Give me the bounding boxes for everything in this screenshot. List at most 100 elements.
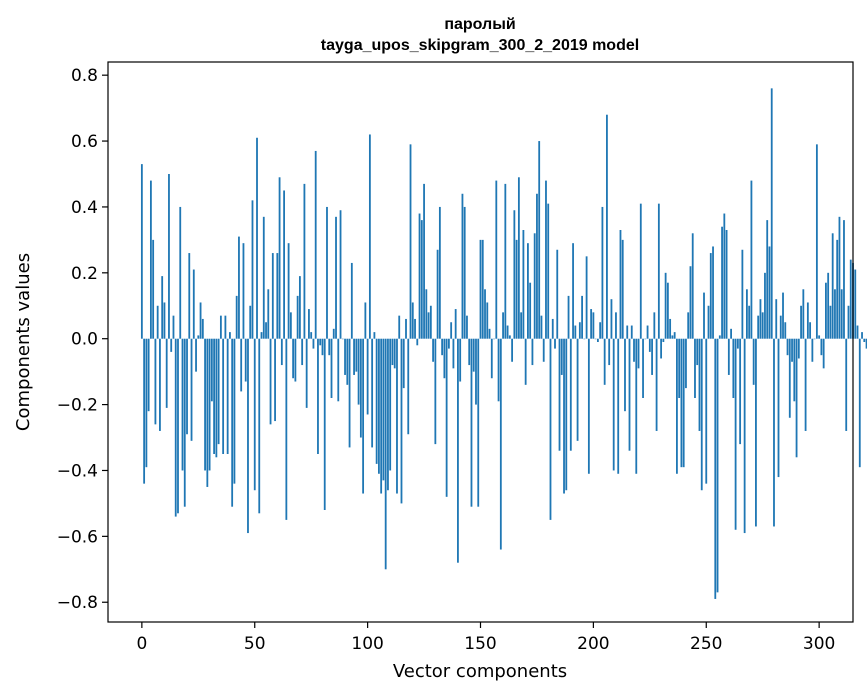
bar-144 <box>466 315 468 339</box>
bar-71 <box>301 338 304 366</box>
bar-229 <box>657 203 660 339</box>
bar-183 <box>554 338 556 349</box>
bar-1 <box>143 338 146 484</box>
bar-179 <box>545 180 547 339</box>
bar-110 <box>389 338 392 471</box>
bar-250 <box>705 338 708 484</box>
y-tick-label: 0.0 <box>71 330 98 350</box>
bar-30 <box>208 338 211 471</box>
bar-300 <box>818 335 821 339</box>
bar-218 <box>633 338 635 362</box>
bar-140 <box>457 338 459 563</box>
bar-288 <box>791 338 793 362</box>
bar-297 <box>811 338 814 362</box>
bar-45 <box>242 243 245 339</box>
bar-115 <box>400 338 403 504</box>
bar-279 <box>770 88 773 339</box>
bar-38 <box>226 338 229 454</box>
bar-32 <box>213 338 216 454</box>
bar-190 <box>569 338 572 451</box>
bar-36 <box>222 338 225 454</box>
bar-276 <box>764 272 766 339</box>
x-tick-label: 50 <box>244 634 266 654</box>
bar-264 <box>736 338 739 349</box>
bar-124 <box>420 220 423 339</box>
bar-127 <box>427 312 430 339</box>
bar-47 <box>247 338 249 534</box>
bar-207 <box>608 338 611 366</box>
bar-302 <box>822 338 825 369</box>
bar-33 <box>215 338 218 458</box>
bar-209 <box>612 338 615 471</box>
bar-290 <box>795 338 798 458</box>
bar-240 <box>682 338 685 468</box>
bar-191 <box>572 243 574 339</box>
bar-156 <box>493 338 495 340</box>
bar-282 <box>777 338 780 478</box>
bar-2 <box>145 338 148 468</box>
bar-150 <box>479 239 482 339</box>
bar-84 <box>330 338 333 398</box>
chart-title-line1: паролый <box>444 16 515 33</box>
bar-200 <box>592 312 595 339</box>
bar-258 <box>723 213 726 339</box>
bar-195 <box>581 295 583 339</box>
bar-307 <box>834 289 836 339</box>
bar-128 <box>429 305 432 339</box>
bar-89 <box>341 338 344 340</box>
bar-4 <box>149 180 152 339</box>
bar-249 <box>703 292 705 339</box>
bar-149 <box>477 338 480 507</box>
bar-146 <box>470 338 473 507</box>
bar-56 <box>267 289 270 339</box>
bar-79 <box>319 338 322 346</box>
bar-293 <box>802 289 805 339</box>
bar-270 <box>750 180 753 339</box>
bar-227 <box>653 312 656 339</box>
bar-186 <box>560 338 563 375</box>
bar-48 <box>249 305 252 339</box>
bar-87 <box>337 338 340 402</box>
bar-280 <box>773 338 775 527</box>
bar-157 <box>495 180 498 339</box>
bar-291 <box>797 338 800 359</box>
bar-73 <box>305 338 308 408</box>
bar-319 <box>861 332 863 339</box>
bar-294 <box>804 338 807 431</box>
bar-80 <box>321 338 324 356</box>
bar-10 <box>163 302 166 339</box>
bar-167 <box>517 177 520 339</box>
bar-193 <box>576 338 579 441</box>
bar-168 <box>520 312 523 339</box>
bar-161 <box>504 183 507 339</box>
bar-275 <box>761 312 764 339</box>
bar-221 <box>639 203 642 339</box>
bar-237 <box>676 338 678 474</box>
bar-130 <box>434 338 437 445</box>
bar-214 <box>624 338 626 412</box>
bar-244 <box>691 233 694 339</box>
bar-217 <box>630 325 633 339</box>
bar-312 <box>845 338 848 431</box>
y-tick-label: −0.6 <box>57 527 98 547</box>
bar-188 <box>565 338 568 491</box>
bar-44 <box>240 338 243 392</box>
bar-292 <box>800 305 802 339</box>
bar-64 <box>285 338 288 520</box>
bar-155 <box>490 338 493 379</box>
bar-301 <box>820 338 823 356</box>
bar-131 <box>436 249 439 339</box>
bar-154 <box>488 328 491 339</box>
bar-162 <box>506 325 509 339</box>
bar-298 <box>813 338 816 340</box>
bar-117 <box>405 318 407 339</box>
bar-273 <box>757 315 760 339</box>
bar-83 <box>328 338 331 356</box>
bar-210 <box>615 312 617 339</box>
bar-203 <box>599 322 602 339</box>
bar-199 <box>590 309 593 339</box>
bar-304 <box>827 272 830 339</box>
bar-187 <box>563 338 565 494</box>
bar-173 <box>531 338 534 366</box>
